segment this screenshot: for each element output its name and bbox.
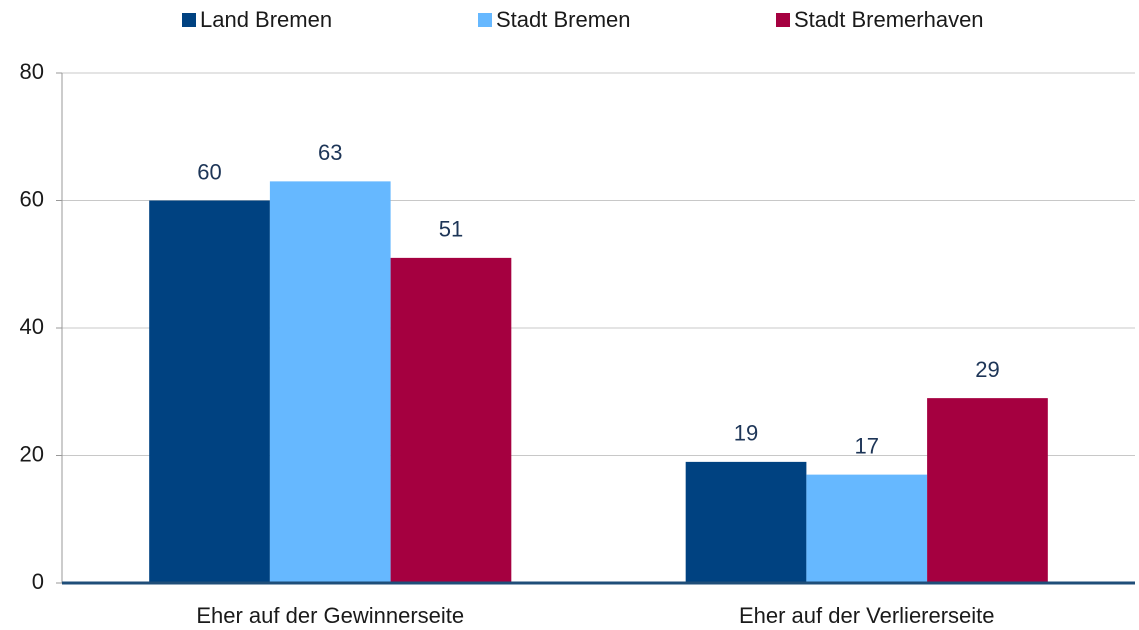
y-tick-label: 40	[20, 314, 44, 339]
value-label: 29	[975, 357, 999, 382]
bar	[927, 398, 1048, 583]
bar	[685, 461, 807, 583]
bar	[390, 257, 512, 583]
legend-swatch	[776, 13, 790, 27]
value-label: 51	[439, 217, 463, 242]
legend-swatch	[182, 13, 196, 27]
legend-label: Stadt Bremen	[496, 7, 631, 32]
value-label: 63	[318, 140, 342, 165]
x-tick-label: Eher auf der Verliererseite	[739, 603, 995, 628]
value-label: 19	[734, 421, 758, 446]
legend-label: Stadt Bremerhaven	[794, 7, 984, 32]
bar	[269, 181, 391, 583]
y-tick-label: 80	[20, 59, 44, 84]
legend-swatch	[478, 13, 492, 27]
y-tick-label: 20	[20, 441, 44, 466]
bar	[806, 474, 928, 583]
legend-label: Land Bremen	[200, 7, 332, 32]
value-label: 17	[855, 433, 879, 458]
y-tick-label: 60	[20, 186, 44, 211]
y-tick-label: 0	[32, 569, 44, 594]
x-tick-label: Eher auf der Gewinnerseite	[196, 603, 464, 628]
value-label: 60	[197, 159, 221, 184]
bar	[149, 200, 270, 583]
